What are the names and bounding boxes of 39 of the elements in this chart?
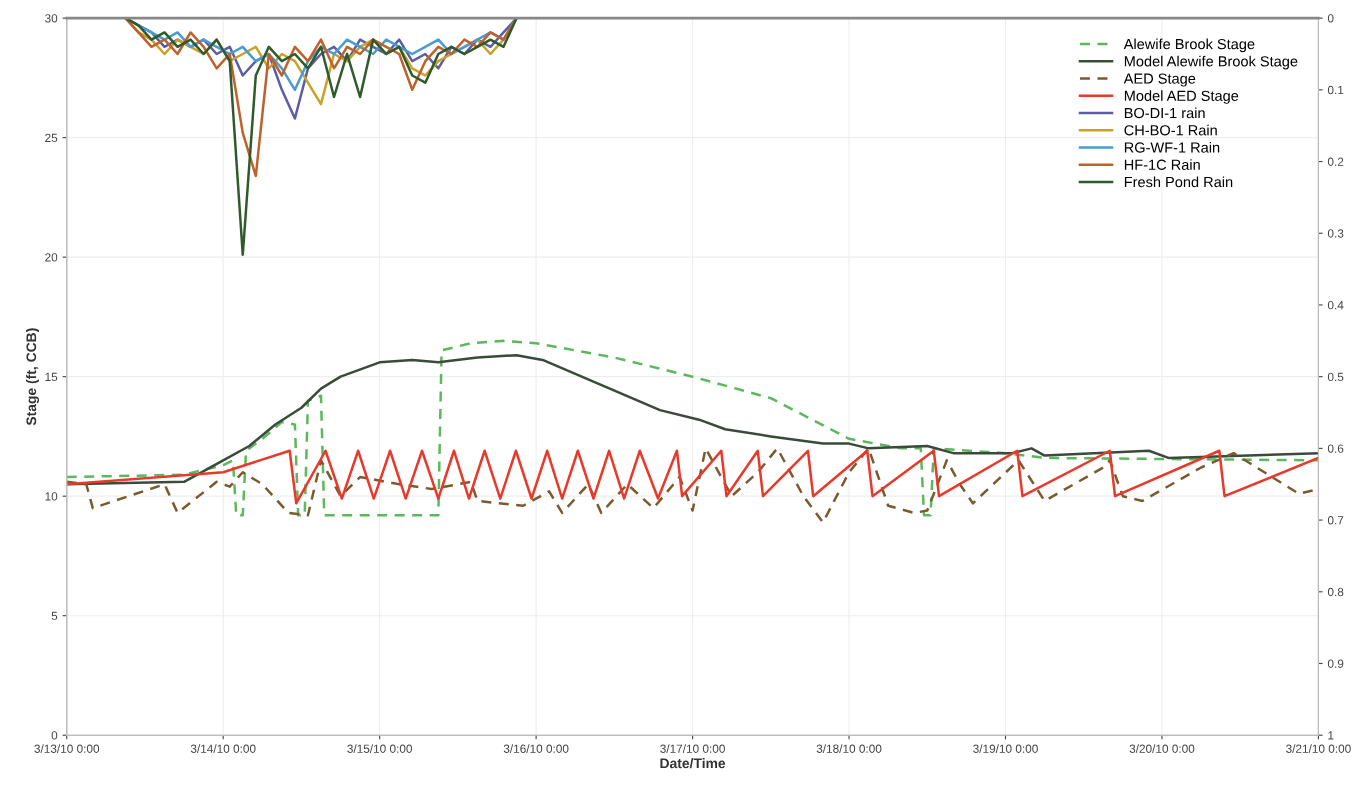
legend-label: Model Alewife Brook Stage — [1124, 55, 1298, 70]
y-tick-label: 15 — [45, 372, 58, 382]
y-tick-label: 20 — [45, 253, 58, 262]
x-axis-title: Date/Time — [660, 758, 726, 769]
x-tick-label: 3/20/10 0:00 — [1129, 744, 1195, 753]
y2-tick-label: 0.6 — [1327, 444, 1344, 453]
legend-label: Fresh Pond Rain — [1124, 176, 1233, 188]
y2-tick-label: 0.8 — [1327, 587, 1344, 597]
x-tick-label: 3/15/10 0:00 — [347, 744, 413, 753]
x-tick-label: 3/13/10 0:00 — [34, 744, 100, 753]
x-tick-label: 3/21/10 0:00 — [1286, 744, 1351, 753]
legend-label: AED Stage — [1123, 73, 1196, 87]
y2-tick-label: 0.5 — [1327, 372, 1344, 382]
y-tick-label: 30 — [45, 14, 58, 23]
x-tick-label: 3/18/10 0:00 — [816, 744, 882, 753]
y-tick-label: 5 — [51, 611, 58, 621]
legend-label: RG-WF-1 Rain — [1124, 141, 1220, 153]
y2-tick-label: 0.1 — [1327, 85, 1344, 95]
y2-tick-label: 0.9 — [1327, 659, 1344, 668]
x-tick-label: 3/14/10 0:00 — [190, 744, 256, 753]
legend-label: BO-DI-1 rain — [1124, 107, 1205, 119]
y2-tick-label: 0.3 — [1327, 229, 1344, 238]
y-tick-label: 10 — [45, 492, 58, 501]
x-tick-label: 3/19/10 0:00 — [973, 744, 1038, 753]
y-axis-title: Stage (ft, CCB) — [26, 328, 40, 426]
y2-tick-label: 1 — [1328, 731, 1334, 740]
legend-label: HF-1C Rain — [1124, 159, 1200, 170]
x-tick-label: 3/16/10 0:00 — [503, 744, 569, 753]
y-tick-label: 0 — [51, 731, 58, 740]
y2-tick-label: 0.7 — [1327, 516, 1344, 525]
x-tick-label: 3/17/10 0:00 — [660, 744, 725, 753]
y2-tick-label: 0 — [1327, 14, 1334, 23]
legend-label: Alewife Brook Stage — [1123, 38, 1255, 53]
y-tick-label: 25 — [45, 133, 58, 143]
legend-label: CH-BO-1 Rain — [1124, 124, 1217, 136]
y2-tick-label: 0.4 — [1327, 300, 1344, 310]
line-series — [124, 18, 518, 257]
y2-tick-label: 0.2 — [1327, 157, 1344, 166]
legend-label: Model AED Stage — [1124, 90, 1239, 104]
